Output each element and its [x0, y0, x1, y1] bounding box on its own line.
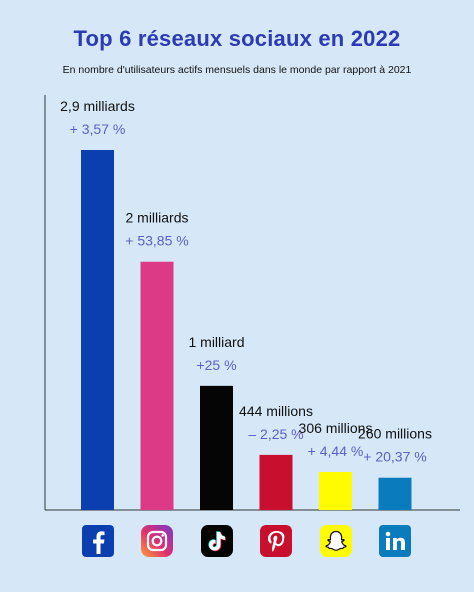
tiktok-icon: [200, 524, 236, 560]
change-label-linkedin: + 20,37 %: [363, 449, 426, 465]
value-label-snapchat: 306 millions: [299, 420, 373, 436]
facebook-icon: [81, 524, 117, 560]
change-label-instagram: + 53,85 %: [125, 233, 188, 249]
bar-facebook: [81, 150, 114, 510]
bar-snapchat: [319, 472, 352, 510]
change-label-facebook: + 3,57 %: [70, 121, 126, 137]
bar-instagram: [140, 261, 174, 510]
change-label-tiktok: +25 %: [196, 357, 236, 373]
linkedin-icon: [378, 524, 414, 560]
bar-linkedin: [378, 477, 412, 510]
instagram-icon: [140, 524, 176, 560]
change-label-snapchat: + 4,44 %: [308, 443, 364, 459]
chart-subtitle: En nombre d'utilisateurs actifs mensuels…: [62, 64, 412, 76]
snapchat-icon: [319, 524, 355, 560]
pinterest-icon: [259, 524, 295, 560]
value-label-pinterest: 444 millions: [239, 403, 313, 419]
value-label-linkedin: 260 millions: [358, 426, 432, 442]
bar-pinterest: [259, 454, 293, 510]
value-label-tiktok: 1 milliard: [188, 334, 244, 350]
chart-title: Top 6 réseaux sociaux en 2022: [73, 26, 401, 51]
bar-tiktok: [200, 385, 233, 510]
value-label-facebook: 2,9 milliards: [60, 98, 135, 114]
value-label-instagram: 2 milliards: [125, 210, 188, 226]
change-label-pinterest: – 2,25 %: [248, 426, 303, 442]
